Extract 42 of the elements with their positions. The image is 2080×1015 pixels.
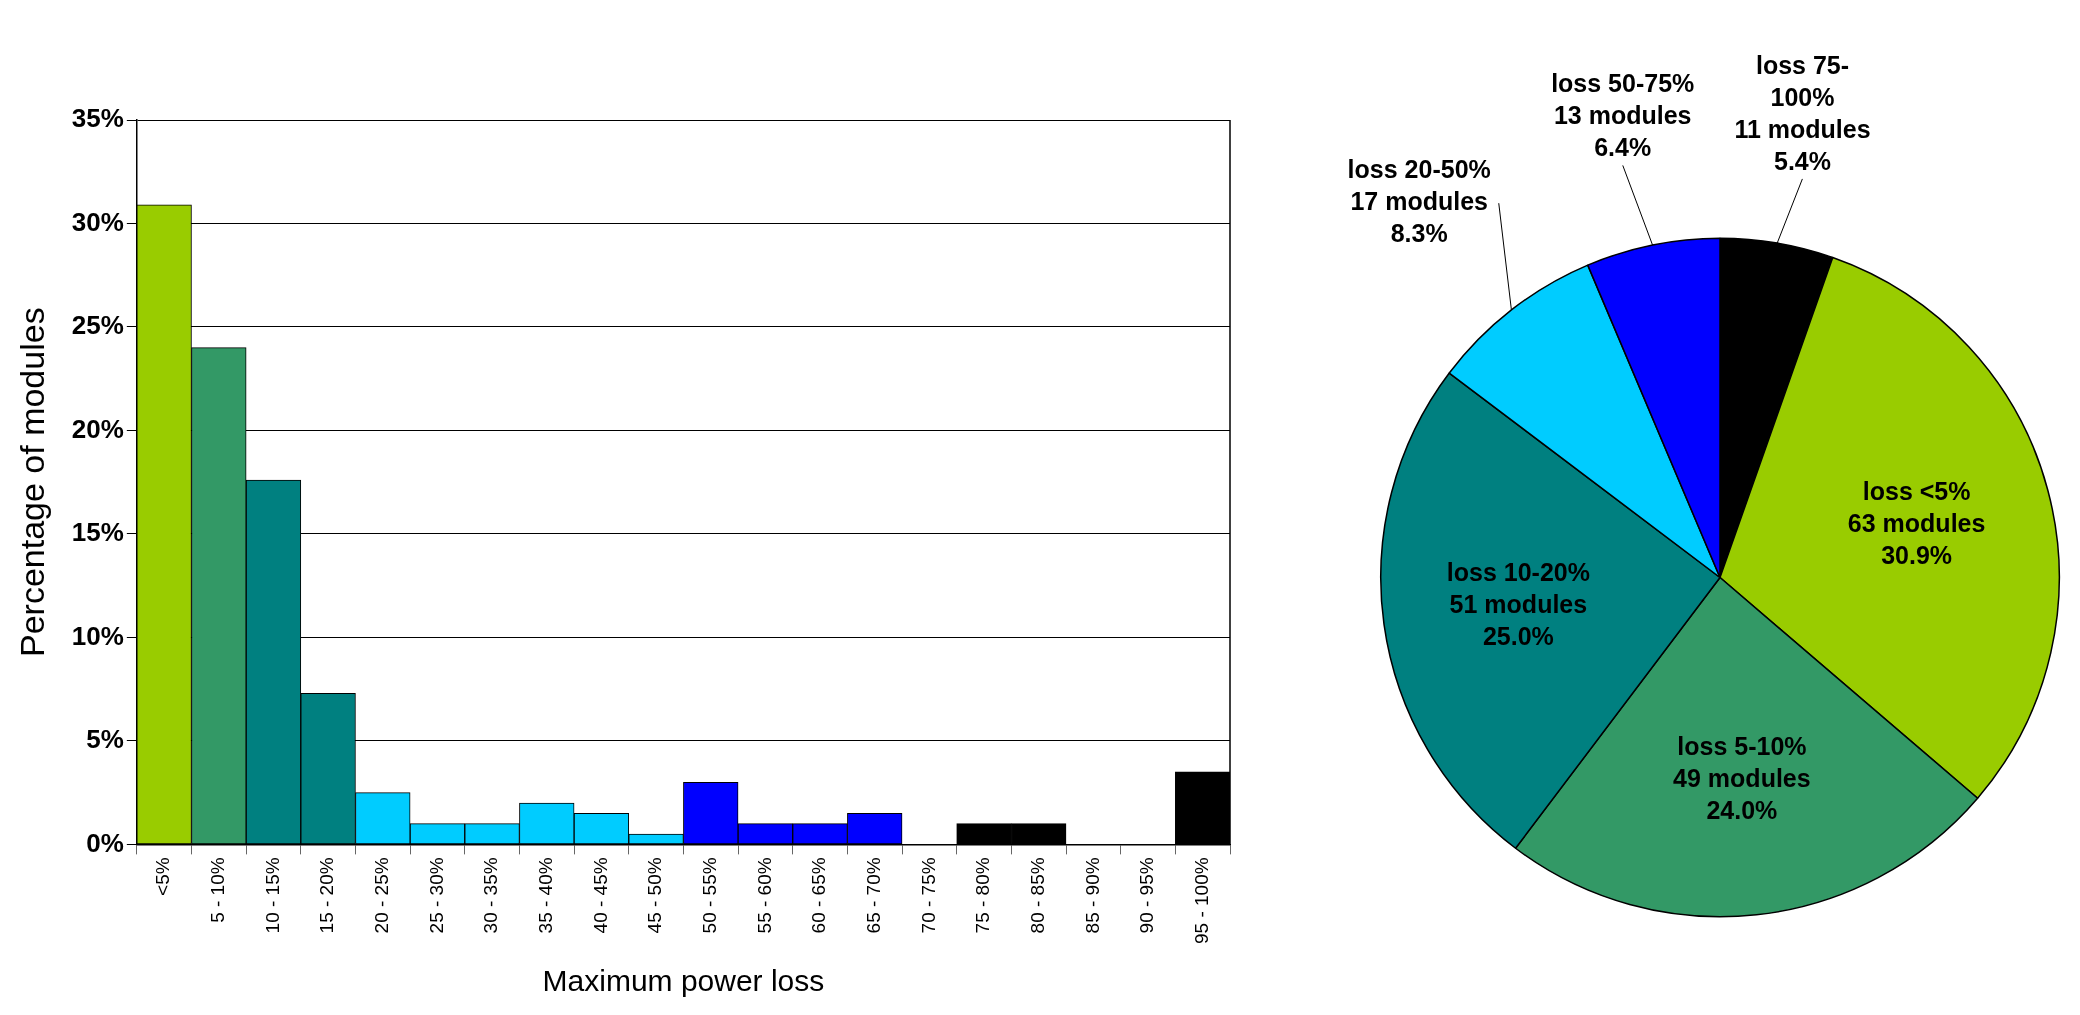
x-tick-label: 70 - 75%: [917, 857, 939, 934]
x-tick-label: 35 - 40%: [535, 857, 557, 934]
x-tick-label: 75 - 80%: [972, 857, 994, 934]
slice-label: loss 10-20%: [1446, 557, 1590, 586]
x-tick-label: 40 - 45%: [589, 857, 611, 934]
x-tick-label: 15 - 20%: [316, 857, 338, 934]
y-tick-label: 35%: [71, 103, 124, 134]
slice-label: loss 5-10%: [1677, 731, 1807, 760]
x-tick-label: 95 - 100%: [1190, 857, 1212, 945]
x-tick-label: 50 - 55%: [698, 857, 720, 934]
x-tick-label: 55 - 60%: [753, 857, 775, 934]
x-tick-label: 80 - 85%: [1026, 857, 1048, 934]
data-label: 51 modules 25.0%: [1449, 589, 1588, 650]
x-tick-label: 20 - 25%: [371, 857, 393, 934]
slice-label: loss 20-50%: [1347, 155, 1491, 184]
x-tick-label: 45 - 50%: [644, 857, 666, 934]
y-tick-label: 25%: [71, 310, 124, 341]
x-tick-label: 90 - 95%: [1136, 857, 1158, 934]
y-tick-label: 10%: [71, 620, 124, 651]
x-tick-label: 60 - 65%: [808, 857, 830, 934]
data-label: 11 modules 5.4%: [1734, 114, 1871, 175]
x-tick-label: 25 - 30%: [425, 857, 447, 934]
x-tick-label: 65 - 70%: [862, 857, 884, 934]
data-label: 63 modules 30.9%: [1847, 508, 1986, 569]
x-tick-label: 85 - 90%: [1081, 857, 1103, 934]
y-tick-label: 30%: [71, 206, 124, 237]
y-axis-title: Percentage of modules: [12, 307, 51, 658]
x-tick-label: <5%: [152, 857, 174, 896]
slice-label: loss <5%: [1862, 476, 1971, 505]
data-label: 17 modules 8.3%: [1350, 187, 1488, 248]
x-tick-label: 5 - 10%: [207, 857, 229, 923]
y-tick-label: 0%: [86, 827, 124, 858]
slice-label: loss 75-100%: [1755, 50, 1850, 111]
y-tick-label: 15%: [71, 517, 124, 548]
y-tick-label: 20%: [71, 413, 124, 444]
slice-label: loss 50-75%: [1551, 69, 1695, 98]
x-axis-title: Maximum power loss: [542, 964, 825, 998]
x-tick-label: 30 - 35%: [480, 857, 502, 934]
data-label: 13 modules 6.4%: [1553, 101, 1692, 162]
y-tick-label: 5%: [86, 724, 124, 755]
x-tick-label: 10 - 15%: [261, 857, 283, 934]
data-label: 49 modules 24.0%: [1673, 763, 1811, 824]
